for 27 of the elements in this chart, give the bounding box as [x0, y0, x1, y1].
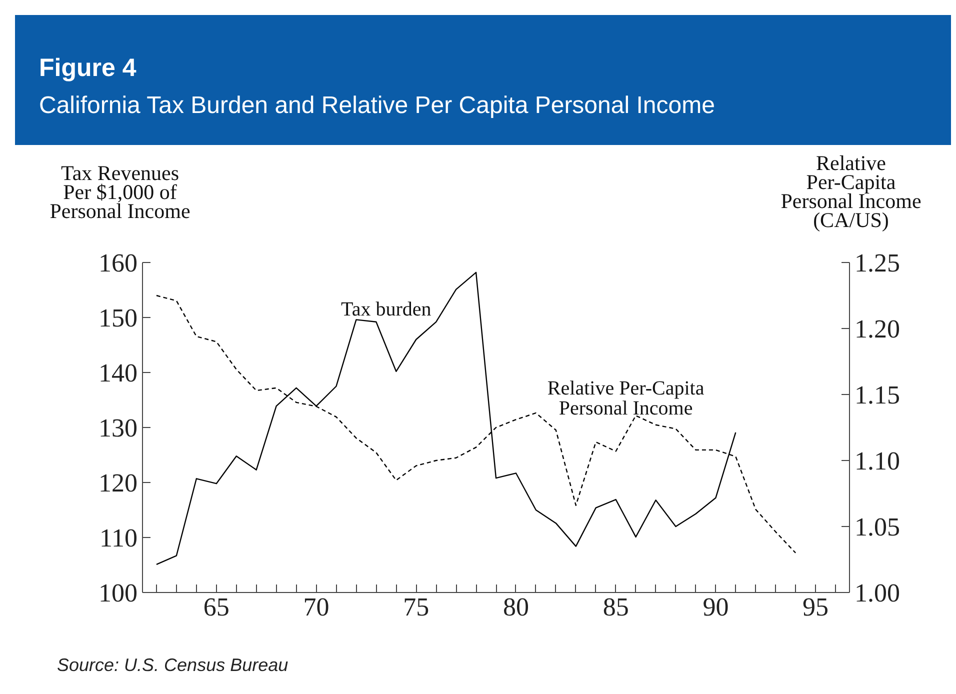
- x-tick-label: 75: [403, 592, 430, 622]
- y2-tick-label: 1.25: [854, 248, 900, 278]
- x-tick-label: 85: [602, 592, 629, 622]
- y2-tick-label: 1.20: [854, 314, 900, 344]
- y-tick-label: 100: [98, 578, 138, 608]
- series-label: Tax burden: [341, 298, 432, 320]
- y-tick-label: 140: [98, 358, 138, 388]
- x-tick-label: 90: [702, 592, 729, 622]
- y-tick-label: 110: [99, 524, 138, 552]
- y-axis-title: Tax Revenues Per $1,000 of Personal Income: [50, 161, 190, 223]
- y2-tick-label: 1.15: [854, 380, 900, 410]
- y2-tick-label: 1.05: [854, 512, 900, 542]
- chart-title: Figure 4: [39, 53, 138, 84]
- y2-tick-label: 1.00: [854, 578, 900, 608]
- x-tick-label: 70: [303, 592, 330, 622]
- y-tick-label: 150: [98, 304, 138, 332]
- x-tick-label: 80: [502, 592, 529, 622]
- x-tick-label: 95: [802, 592, 829, 622]
- y2-tick-label: 1.10: [854, 446, 900, 476]
- source-note: Source: U.S. Census Bureau: [57, 654, 288, 677]
- y-tick-label: 160: [98, 248, 138, 278]
- chart-subtitle: California Tax Burden and Relative Per Capita Personal Income: [39, 90, 715, 121]
- series-label: Relative Per-Capita Personal Income: [547, 378, 704, 420]
- y-tick-label: 130: [98, 414, 138, 442]
- y-tick-label: 120: [98, 468, 138, 498]
- x-tick-label: 65: [203, 592, 230, 622]
- y2-axis-title: Relative Per-Capita Personal Income (CA/US): [780, 151, 922, 232]
